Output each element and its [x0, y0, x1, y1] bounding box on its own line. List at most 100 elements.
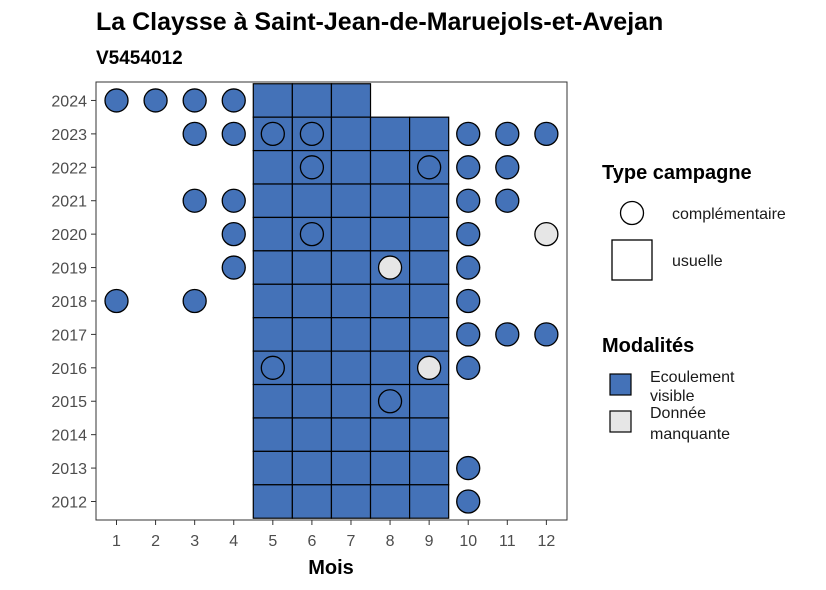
- x-tick-label-8: 8: [386, 533, 395, 550]
- complementaire-point-2021-4: [221, 188, 246, 213]
- legend-key-ecoulement: [609, 373, 632, 396]
- usuelle-cell-2015-7: [330, 383, 372, 419]
- usuelle-cell-2016-8: [369, 350, 411, 386]
- usuelle-cell-2016-6: [291, 350, 333, 386]
- complementaire-point-2012-10: [456, 489, 481, 514]
- complementaire-point-2021-11: [495, 188, 520, 213]
- complementaire-point-2023-5: [260, 121, 285, 147]
- legend-label-complementaire: complémentaire: [672, 206, 786, 223]
- x-tick-label-9: 9: [425, 533, 434, 550]
- usuelle-cell-2022-8: [369, 149, 411, 185]
- complementaire-point-2023-6: [299, 121, 325, 147]
- y-tick-label-2018: 2018: [51, 294, 87, 311]
- y-tick-label-2012: 2012: [51, 495, 87, 512]
- complementaire-point-2021-10: [456, 188, 481, 213]
- x-tick-label-3: 3: [190, 533, 199, 550]
- complementaire-point-2023-10: [456, 121, 481, 147]
- complementaire-point-2024-4: [221, 88, 246, 113]
- usuelle-cell-2013-8: [369, 450, 411, 486]
- usuelle-cell-2024-5: [252, 83, 293, 118]
- usuelle-cell-2017-8: [369, 317, 411, 352]
- usuelle-cell-2012-9: [409, 484, 450, 519]
- complementaire-point-2023-11: [495, 121, 520, 147]
- legend-key-manquante: [609, 410, 632, 433]
- complementaire-point-2019-8: [377, 255, 403, 280]
- usuelle-cell-2022-7: [330, 149, 372, 185]
- x-tick-label-11: 11: [499, 533, 516, 550]
- legend-title-modalites: Modalités: [602, 335, 694, 357]
- complementaire-point-2019-4: [221, 255, 246, 280]
- y-axis: 2012 2013 2014 2015 2016 2017 2018 2019 2020 2021…: [51, 93, 96, 512]
- x-tick-label-5: 5: [268, 533, 277, 550]
- usuelle-cell-2013-7: [330, 450, 372, 486]
- usuelle-cell-2015-9: [409, 383, 450, 419]
- complementaire-point-2016-10: [456, 355, 481, 380]
- complementaire-point-2024-1: [104, 88, 129, 113]
- usuelle-cell-2019-5: [252, 250, 293, 285]
- chart-subtitle: V5454012: [96, 48, 183, 69]
- complementaire-point-2013-10: [456, 455, 481, 481]
- usuelle-cell-2020-5: [252, 216, 293, 252]
- usuelle-cell-2017-6: [291, 317, 333, 352]
- usuelle-cell-2013-6: [291, 450, 333, 486]
- legend-label-usuelle: usuelle: [672, 253, 723, 270]
- complementaire-point-2023-3: [182, 121, 207, 147]
- x-tick-label-7: 7: [347, 533, 356, 550]
- usuelle-cell-2018-5: [252, 283, 293, 319]
- y-tick-label-2014: 2014: [51, 428, 87, 445]
- usuelle-cell-2018-7: [330, 283, 372, 319]
- usuelle-cell-2024-7: [330, 83, 372, 118]
- usuelle-cell-2020-9: [409, 216, 450, 252]
- usuelle-cell-2021-5: [252, 183, 293, 219]
- usuelle-cell-2023-7: [330, 116, 372, 152]
- usuelle-cell-2023-8: [369, 116, 411, 152]
- usuelle-cell-2019-7: [330, 250, 372, 285]
- x-tick-label-10: 10: [459, 533, 477, 550]
- usuelle-cell-2014-6: [291, 417, 333, 452]
- usuelle-cell-2013-5: [252, 450, 293, 486]
- usuelle-cell-2014-7: [330, 417, 372, 452]
- usuelle-cell-2024-6: [291, 83, 333, 118]
- usuelle-cell-2018-6: [291, 283, 333, 319]
- usuelle-cell-2021-9: [409, 183, 450, 219]
- usuelle-cell-2022-5: [252, 149, 293, 185]
- legend-title-type-campagne: Type campagne: [602, 162, 752, 184]
- complementaire-point-2017-11: [495, 322, 520, 347]
- usuelle-cell-2012-8: [369, 484, 411, 519]
- usuelle-cell-2021-7: [330, 183, 372, 219]
- legend-key-complementaire: [619, 200, 645, 226]
- complementaire-point-2021-3: [182, 188, 207, 213]
- usuelle-cell-2020-8: [369, 216, 411, 252]
- y-tick-label-2017: 2017: [51, 327, 87, 344]
- complementaire-point-2022-11: [495, 155, 520, 180]
- usuelle-cell-2017-7: [330, 317, 372, 352]
- usuelle-cell-2014-5: [252, 417, 293, 452]
- complementaire-point-2022-9: [416, 155, 442, 180]
- usuelle-cell-2017-9: [409, 317, 450, 352]
- usuelle-cell-2018-8: [369, 283, 411, 319]
- complementaire-point-2020-4: [221, 221, 246, 247]
- complementaire-point-2024-2: [143, 88, 168, 113]
- complementaire-point-2023-4: [221, 121, 246, 147]
- x-axis: 1 2 3 4 5 6 7 8 9 10 11 12: [112, 520, 555, 550]
- complementaire-point-2019-10: [456, 255, 481, 280]
- complementaire-point-2022-10: [456, 155, 481, 180]
- complementaire-point-2020-12: [534, 221, 559, 247]
- y-tick-label-2016: 2016: [51, 361, 87, 378]
- x-axis-title: Mois: [308, 557, 354, 579]
- usuelle-cell-2014-9: [409, 417, 450, 452]
- usuelle-cell-2021-6: [291, 183, 333, 219]
- y-tick-label-2021: 2021: [51, 194, 87, 211]
- y-tick-label-2023: 2023: [51, 127, 87, 144]
- complementaire-point-2020-10: [456, 221, 481, 247]
- y-tick-label-2019: 2019: [51, 261, 87, 278]
- legend: Type campagne complémentaire usuelle Modali…: [602, 162, 786, 443]
- usuelle-cell-2021-8: [369, 183, 411, 219]
- legend-label-ecoulement-line-2: visible: [650, 388, 695, 405]
- y-tick-label-2024: 2024: [51, 93, 87, 110]
- complementaire-point-2024-3: [182, 88, 207, 113]
- y-tick-label-2013: 2013: [51, 461, 87, 478]
- complementaire-point-2018-3: [182, 288, 207, 314]
- usuelle-cell-2012-6: [291, 484, 333, 519]
